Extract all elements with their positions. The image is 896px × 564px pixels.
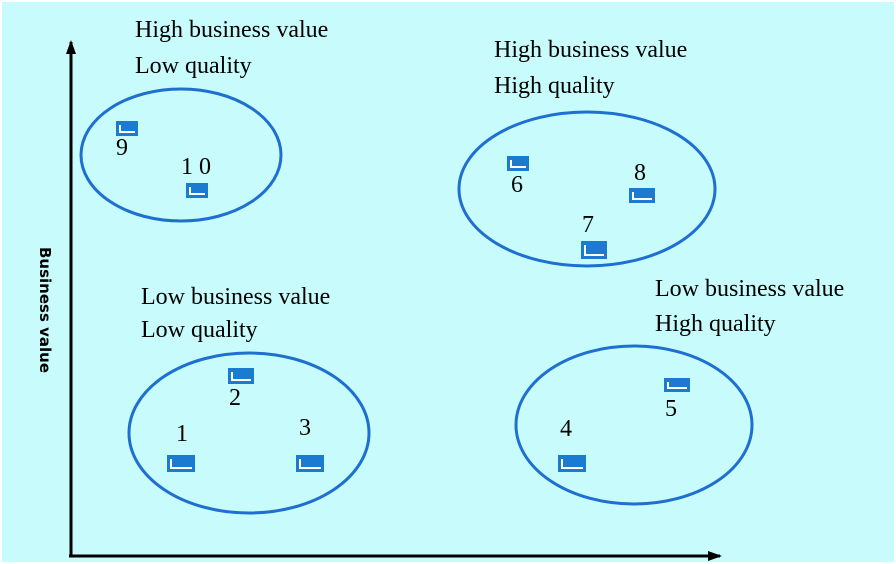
system-4-label: 4: [560, 416, 572, 442]
system-6-label: 6: [511, 172, 523, 198]
system-9-label: 9: [116, 135, 128, 161]
system-8-label: 8: [634, 160, 646, 186]
y-axis-label: Business value: [36, 247, 54, 373]
system-8-icon: [629, 188, 655, 203]
system-4-icon: [558, 455, 586, 472]
system-10-icon: [186, 183, 208, 198]
label-high-value-high-quality-line1: High business value: [494, 37, 687, 63]
label-high-value-low-quality-line1: High business value: [135, 17, 328, 43]
system-2-label: 2: [229, 385, 241, 411]
cluster-high-value-low-quality: [79, 87, 283, 223]
system-6-icon: [507, 156, 529, 171]
system-7-label: 7: [582, 212, 594, 238]
label-low-value-high-quality-line2: High quality: [655, 311, 776, 337]
system-5-icon: [664, 378, 690, 392]
system-1-icon: [167, 455, 195, 472]
cluster-low-value-low-quality: [127, 351, 371, 515]
label-high-value-high-quality-line2: High quality: [494, 73, 615, 99]
system-7-icon: [581, 241, 607, 259]
system-10-label: 1 0: [181, 154, 211, 180]
system-1-label: 1: [176, 421, 188, 447]
label-low-value-low-quality-line2: Low quality: [141, 317, 258, 343]
label-low-value-low-quality-line1: Low business value: [141, 284, 330, 310]
cluster-high-value-high-quality: [457, 110, 717, 268]
system-3-icon: [296, 455, 324, 472]
label-high-value-low-quality-line2: Low quality: [135, 53, 252, 79]
system-3-label: 3: [299, 415, 311, 441]
system-9-icon: [116, 121, 138, 136]
system-5-label: 5: [665, 396, 677, 422]
cluster-low-value-high-quality: [514, 344, 754, 506]
system-2-icon: [228, 368, 254, 384]
label-low-value-high-quality-line1: Low business value: [655, 276, 844, 302]
